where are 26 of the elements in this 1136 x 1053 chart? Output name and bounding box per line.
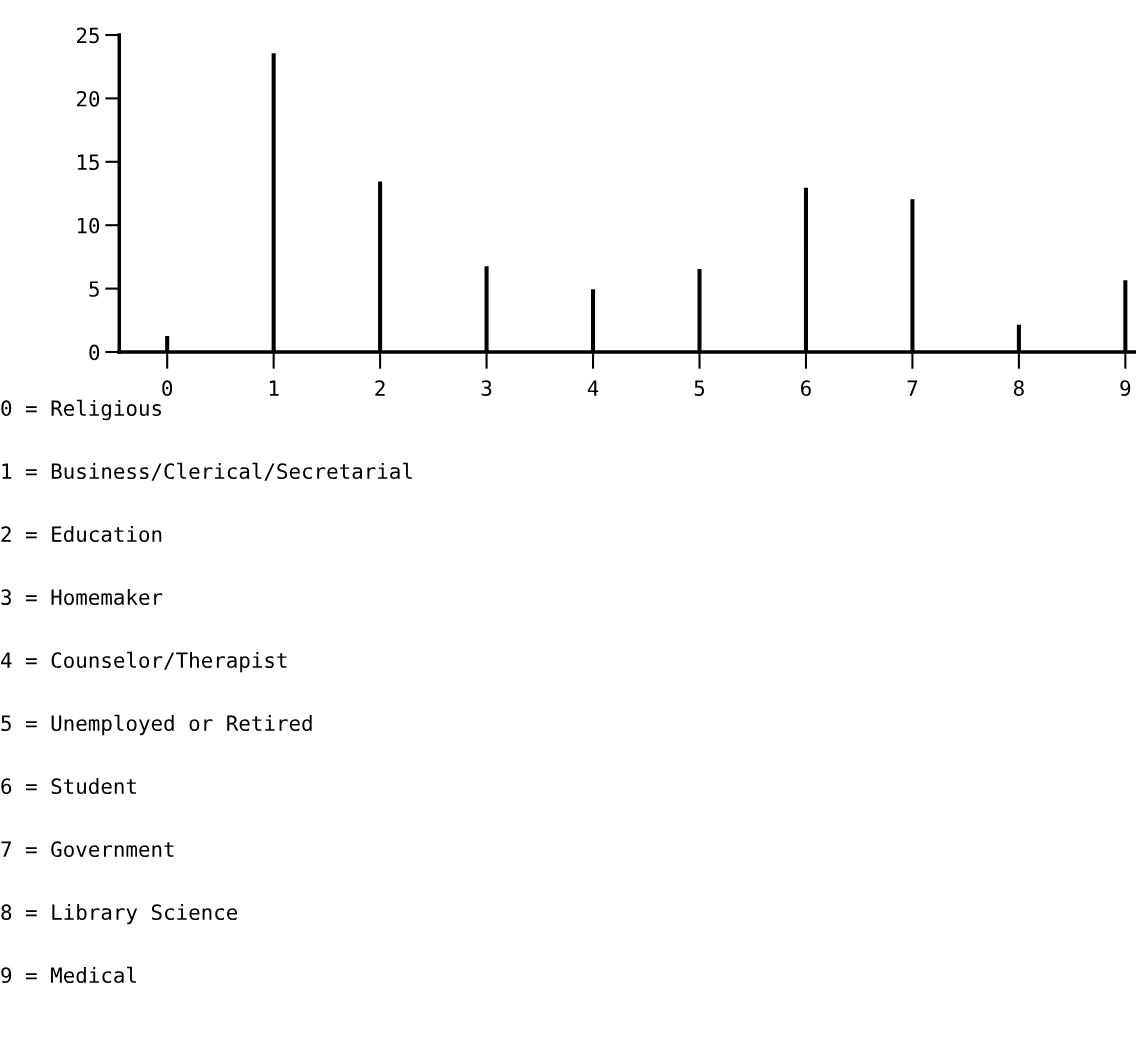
text: 0 = Religious xyxy=(1,399,161,421)
x-tick-label: 2 xyxy=(375,380,385,396)
y-tick-label: 0 xyxy=(89,344,100,361)
text: 5 = Unemployed or Retired xyxy=(1,714,312,736)
x-tick-label: 8 xyxy=(1013,380,1024,397)
x-tick-label: 7 xyxy=(907,380,918,396)
y-tick-label: 20 xyxy=(76,90,100,107)
text: 1 = Business/Clerical/Secretarial xyxy=(2,462,412,481)
text: 3 = Homemaker xyxy=(1,588,163,606)
text: 6 = Student xyxy=(1,777,136,795)
y-tick-label: 10 xyxy=(77,217,100,234)
text: 2 = Education xyxy=(1,525,162,543)
x-tick-label: 6 xyxy=(801,380,811,397)
x-tick-label: 1 xyxy=(269,380,279,396)
x-tick-label: 3 xyxy=(481,380,492,397)
y-tick-label: 15 xyxy=(77,154,99,171)
y-tick-label: 5 xyxy=(89,281,99,297)
y-tick-label: 25 xyxy=(76,27,99,44)
text: 4 = Counselor/Therapist xyxy=(1,651,287,673)
x-tick-label: 0 xyxy=(162,380,173,397)
x-tick-label: 4 xyxy=(587,380,599,396)
x-tick-label: 5 xyxy=(694,380,705,397)
text: 7 = Government xyxy=(1,841,174,858)
x-tick-label: 9 xyxy=(1120,380,1131,397)
text: 9 = Medical xyxy=(1,966,136,984)
text: 8 = Library Science xyxy=(1,903,238,925)
